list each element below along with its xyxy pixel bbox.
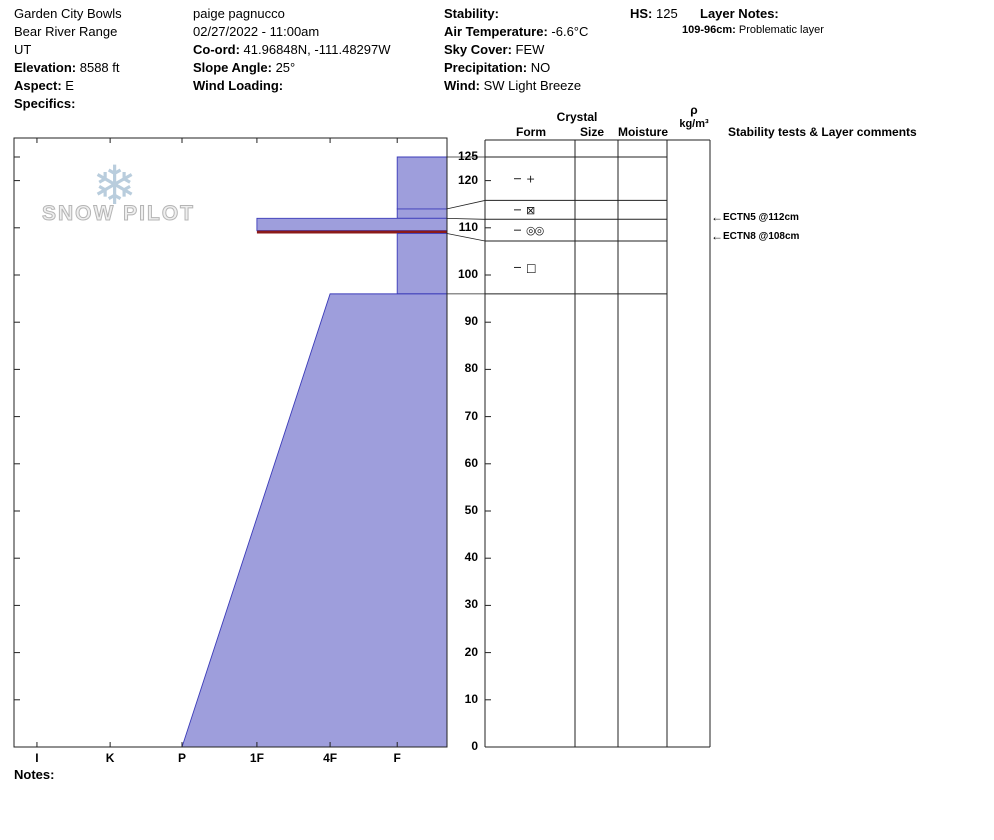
snowpilot-logo: ❄ SNOW PILOT (40, 154, 220, 234)
left-arrow-icon: ← (711, 210, 723, 225)
air-temperature-line: Air Temperature: -6.6°C (444, 24, 589, 39)
elevation-line: Elevation: 8588 ft (14, 60, 120, 75)
chart-border (13, 137, 448, 748)
snow-layer (396, 233, 448, 295)
moisture-column-header: Moisture (617, 125, 668, 139)
header-site-block: Garden City Bowls Bear River Range UT El… (14, 5, 122, 113)
wind-loading-line: Wind Loading: (193, 78, 284, 93)
layer-connector-line (446, 217, 486, 220)
notes-label: Notes: (14, 767, 55, 782)
depth-tick-label: 50 (464, 503, 478, 517)
hs-block: HS: 125 (630, 5, 678, 23)
snow-layer (181, 293, 448, 748)
layer-connector-line (446, 200, 486, 210)
grain-form-symbol: ◎◎ (526, 224, 544, 237)
precipitation-line: Precipitation: NO (444, 60, 551, 75)
depth-tick-label: 10 (464, 691, 478, 706)
depth-tick-label: 0 (471, 739, 478, 753)
density-symbol-header: ρ (690, 103, 698, 117)
grain-form-symbol: ⊠ (526, 204, 534, 217)
depth-tick-label: 100 (457, 267, 478, 281)
layer-connector-line (446, 233, 486, 242)
site-name: Garden City Bowls (14, 6, 122, 21)
depth-tick-label: 70 (464, 408, 478, 423)
observer-name: paige pagnucco (193, 6, 285, 21)
site-range: Bear River Range (14, 24, 118, 39)
sky-cover-line: Sky Cover: FEW (444, 42, 545, 57)
snow-layer (396, 156, 448, 210)
wind-line: Wind: SW Light Breeze (444, 78, 582, 93)
layer-notes-title: Layer Notes: (700, 6, 779, 21)
depth-tick-label: 40 (464, 550, 478, 565)
depth-tick-label: 30 (464, 597, 478, 612)
snow-layer-critical (256, 230, 447, 234)
size-column-header: Size (579, 125, 604, 139)
observation-datetime: 02/27/2022 - 11:00am (193, 24, 320, 39)
stability-test-text: ECTN5 @112cm (723, 212, 799, 224)
crystal-header: Crystal (556, 110, 598, 124)
header-observer-block: paige pagnucco 02/27/2022 - 11:00am Co-o… (193, 5, 391, 95)
hs-line: HS: 125 (630, 6, 678, 21)
stability-line: Stability: (444, 6, 499, 21)
form-column-header: Form (516, 125, 546, 139)
depth-tick-label: 20 (464, 644, 478, 659)
aspect-line: Aspect: E (14, 78, 74, 93)
depth-tick-label: 60 (464, 455, 478, 470)
stability-tests-header: Stability tests & Layer comments (728, 125, 917, 139)
depth-tick-label: 120 (457, 172, 478, 187)
depth-tick-label: 90 (464, 314, 478, 329)
stability-test-annotation: ←ECTN5 @112cm (711, 211, 799, 224)
layer-notes-block: Layer Notes: (700, 5, 779, 23)
hardness-tick-label: I (35, 751, 39, 765)
snowpilot-logo-text: SNOW PILOT (42, 202, 195, 226)
specifics-line: Specifics: (14, 96, 76, 111)
grain-form-symbol: + (526, 173, 535, 186)
hardness-tick-label: 4F (323, 751, 338, 765)
depth-tick-label: 80 (464, 361, 478, 376)
depth-tick-label: 110 (458, 219, 478, 234)
site-state: UT (14, 42, 32, 57)
snowflake-icon: ❄ (92, 154, 138, 217)
hardness-tick-label: 1F (249, 751, 264, 765)
snow-layer (256, 217, 448, 232)
left-arrow-icon: ← (711, 229, 723, 244)
density-unit-header: kg/m³ (679, 118, 709, 130)
snow-layer (396, 208, 448, 219)
slope-angle-line: Slope Angle: 25° (193, 60, 296, 75)
depth-tick-label: 125 (457, 149, 478, 163)
hardness-tick-label: K (105, 751, 115, 765)
stability-test-text: ECTN8 @108cm (723, 231, 800, 243)
hardness-tick-label: P (177, 751, 186, 765)
layer-note-entry: 109-96cm: Problematic layer (682, 24, 824, 36)
coordinates-line: Co-ord: 41.96848N, -111.48297W (193, 42, 391, 57)
header-weather-block: Stability: Air Temperature: -6.6°C Sky C… (444, 5, 588, 95)
grain-form-symbol: □ (526, 261, 536, 274)
hardness-tick-label: F (393, 751, 401, 765)
stability-test-annotation: ←ECTN8 @108cm (711, 230, 799, 243)
